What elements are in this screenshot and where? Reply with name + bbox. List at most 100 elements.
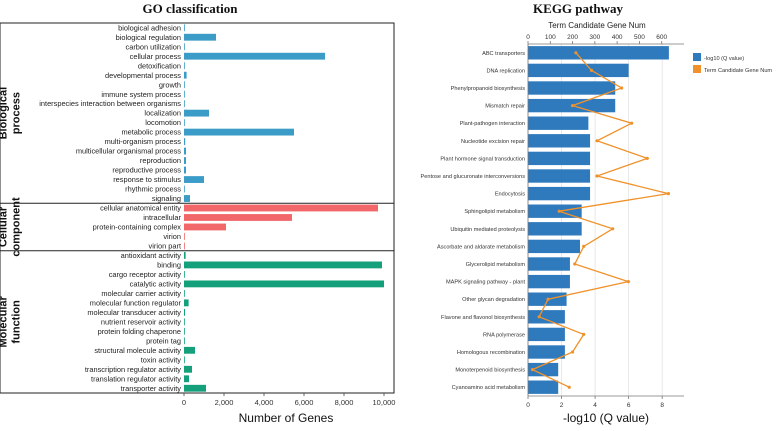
go-bar bbox=[184, 252, 186, 259]
kegg-legend-label-line: Term Candidate Gene Num bbox=[704, 68, 772, 74]
kegg-top-tick-label: 300 bbox=[589, 34, 600, 41]
kegg-bar bbox=[528, 239, 580, 254]
kegg-pathway-chart: KEGG pathway Term Candidate Gene Num ABC… bbox=[421, 1, 773, 425]
kegg-bar bbox=[528, 380, 559, 394]
go-category-label: response to stimulus bbox=[113, 175, 181, 184]
kegg-category-label: RNA polymerase bbox=[483, 332, 525, 338]
go-bar bbox=[184, 375, 189, 383]
go-x-tick-label: 8,000 bbox=[335, 398, 354, 407]
go-category-label: antioxidant activity bbox=[121, 251, 182, 260]
kegg-bars bbox=[528, 46, 669, 394]
go-bar bbox=[184, 233, 185, 240]
go-category-label: structural molecule activity bbox=[94, 346, 181, 355]
go-x-axis: 0 2,000 4,000 6,000 8,000 10,000 bbox=[182, 393, 396, 407]
go-x-tick-label: 2,000 bbox=[215, 398, 234, 407]
go-category-label: reproductive process bbox=[112, 166, 181, 175]
go-bar bbox=[184, 308, 185, 316]
kegg-category-label: Ubiquitin mediated proteolysis bbox=[450, 227, 525, 233]
kegg-category-label: DNA replication bbox=[486, 68, 525, 74]
go-category-label: intracellular bbox=[143, 213, 181, 222]
kegg-legend-swatch-bar bbox=[693, 53, 701, 61]
go-bar bbox=[184, 195, 190, 202]
kegg-bar bbox=[528, 362, 559, 377]
go-bar bbox=[184, 356, 185, 364]
kegg-bottom-tick-label: 4 bbox=[593, 402, 597, 409]
kegg-legend: -log10 (Q value) Term Candidate Gene Num bbox=[693, 53, 772, 74]
kegg-line-point bbox=[595, 174, 599, 178]
go-bar bbox=[184, 204, 378, 212]
kegg-bottom-tick-label: 6 bbox=[627, 402, 631, 409]
kegg-line-point bbox=[582, 332, 586, 336]
go-bar bbox=[184, 147, 186, 155]
go-bar bbox=[184, 43, 185, 51]
kegg-line-point bbox=[630, 121, 634, 125]
go-category-label: metabolic process bbox=[121, 128, 181, 137]
go-category-label: rhythmic process bbox=[125, 185, 181, 194]
go-group-label: Biologicalprocess bbox=[0, 87, 23, 140]
kegg-bar bbox=[528, 257, 570, 271]
kegg-line-point bbox=[570, 350, 575, 354]
go-bar bbox=[184, 280, 384, 288]
kegg-category-label: Ascorbate and aldarate metabolism bbox=[437, 244, 525, 250]
kegg-bar bbox=[528, 327, 565, 342]
go-x-tick-label: 10,000 bbox=[373, 398, 396, 407]
go-category-label: catalytic activity bbox=[130, 279, 182, 288]
go-bar bbox=[184, 346, 195, 354]
go-bar bbox=[184, 100, 185, 108]
kegg-bar bbox=[528, 345, 565, 359]
kegg-line-point bbox=[645, 156, 649, 160]
kegg-bar bbox=[528, 63, 629, 78]
go-x-axis-label: Number of Genes bbox=[239, 411, 334, 425]
go-bar bbox=[184, 185, 185, 193]
go-bar bbox=[184, 24, 185, 32]
go-title: GO classification bbox=[143, 1, 239, 16]
go-bar bbox=[184, 33, 216, 41]
kegg-category-label: Cyanoamino acid metabolism bbox=[452, 385, 526, 391]
kegg-line-point bbox=[530, 368, 535, 372]
go-bar bbox=[184, 119, 185, 127]
kegg-category-label: Mismatch repair bbox=[485, 104, 525, 110]
go-category-label: molecular carrier activity bbox=[101, 289, 181, 298]
kegg-line-point bbox=[589, 68, 594, 72]
kegg-line-point bbox=[611, 227, 615, 231]
go-category-label: localization bbox=[144, 109, 181, 118]
kegg-line-point bbox=[557, 209, 561, 213]
kegg-line bbox=[530, 52, 669, 388]
go-category-label: immune system process bbox=[101, 90, 181, 99]
go-category-label: transcription regulator activity bbox=[85, 365, 181, 374]
go-bar bbox=[184, 299, 189, 307]
go-category-label: biological regulation bbox=[116, 33, 181, 42]
go-category-label: multi-organism process bbox=[105, 137, 182, 146]
go-category-label: interspecies interaction between organis… bbox=[39, 99, 181, 108]
kegg-line-point bbox=[626, 280, 630, 284]
go-category-label: molecular function regulator bbox=[90, 298, 182, 307]
go-bar bbox=[184, 289, 185, 297]
go-bar bbox=[184, 109, 209, 117]
kegg-category-label: Homologous recombination bbox=[457, 350, 525, 356]
go-category-label: binding bbox=[157, 261, 181, 270]
go-bar bbox=[184, 261, 382, 269]
kegg-bar bbox=[528, 151, 591, 166]
kegg-category-label: ABC transporters bbox=[482, 51, 525, 57]
go-category-label: transporter activity bbox=[121, 384, 182, 393]
kegg-line-point bbox=[537, 315, 541, 319]
kegg-top-tick-label: 100 bbox=[545, 34, 556, 41]
go-bar bbox=[184, 138, 186, 146]
kegg-line-point bbox=[574, 51, 578, 55]
go-bar bbox=[184, 166, 186, 174]
go-plot-frame bbox=[0, 22, 395, 394]
go-bar bbox=[184, 90, 185, 98]
go-bar bbox=[184, 71, 187, 79]
kegg-category-label: Nucleotide excision repair bbox=[461, 139, 525, 145]
go-category-label: growth bbox=[159, 80, 181, 89]
kegg-x-axis-label: -log10 (Q value) bbox=[563, 411, 649, 425]
kegg-category-label: Endocytosis bbox=[495, 192, 525, 198]
go-category-label: locomotion bbox=[145, 118, 181, 127]
kegg-line-point bbox=[573, 262, 577, 266]
go-category-label: carbon utilization bbox=[126, 42, 181, 51]
go-group-label: Cellularcomponent bbox=[0, 197, 23, 257]
kegg-bar bbox=[528, 310, 565, 324]
go-bar bbox=[184, 214, 292, 221]
